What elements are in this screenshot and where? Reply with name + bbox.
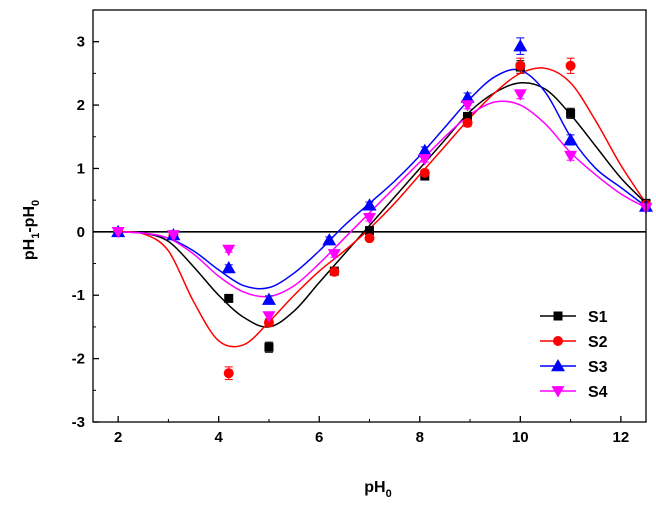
legend-item-s1: S1 [540,309,608,326]
y-tick-label: 0 [77,224,85,241]
point-s4 [363,213,376,225]
point-s2 [364,233,375,244]
point-s2 [419,167,430,178]
curve-s2 [118,67,647,348]
point-s2 [223,368,234,379]
point-s3 [221,260,236,274]
legend-item-s2: S2 [540,334,608,351]
y-axis-label-part2: -pH [21,206,38,233]
point-s3 [563,132,578,146]
y-tick-label: 3 [77,34,85,51]
y-axis-label-sub2: 0 [30,200,42,206]
point-s3 [460,90,475,103]
legend-label-s2: S2 [588,334,608,351]
point-s4 [461,100,475,112]
legend-marker-s3 [551,359,565,372]
legend-label-s1: S1 [588,309,608,326]
curve-s4 [118,100,647,298]
legend-item-s3: S3 [540,359,608,376]
x-axis-label-sub: 0 [386,488,392,500]
point-s1 [224,293,234,303]
x-tick-label: 6 [315,429,323,446]
legend-label-s4: S4 [588,384,608,401]
point-s3 [362,198,377,211]
x-tick-label: 12 [613,429,630,446]
y-axis-label: pH1-pH0 [21,200,42,260]
x-tick-label: 10 [512,429,529,446]
point-s3 [417,143,432,156]
point-s2 [515,60,526,71]
point-s4 [564,150,578,163]
x-axis-label: pH0 [364,479,391,500]
point-s3 [513,39,528,52]
x-tick-label: 4 [215,429,224,446]
point-s4 [111,226,125,239]
legend-marker-s4 [551,386,565,398]
point-s3 [261,292,276,305]
x-axis-label-main: pH [364,479,385,496]
curve-s1 [118,82,647,328]
point-s1 [463,111,473,121]
point-s1 [365,226,374,236]
point-s4 [418,154,432,166]
x-tick-label: 8 [416,429,424,446]
point-s1 [264,342,274,352]
legend-label-s3: S3 [588,359,608,376]
point-s4 [222,244,236,257]
legend-marker-s2 [553,336,563,346]
y-axis-label-part1: pH [21,239,38,260]
y-tick-label: -1 [72,287,85,304]
point-s1 [566,108,576,118]
y-tick-label: 2 [77,97,85,114]
y-tick-label: 1 [77,160,85,177]
y-axis-label-sub1: 1 [30,233,42,239]
y-tick-label: -3 [72,414,85,431]
legend-item-s4: S4 [540,384,608,401]
point-s4 [327,249,341,261]
legend: S1 S2 S3 S4 [540,309,608,401]
point-s3 [322,233,337,246]
x-tick-label: 2 [114,429,122,446]
point-s2 [565,60,576,71]
point-s2 [329,266,340,277]
legend-marker-s1 [553,311,563,321]
curve-s3 [118,68,647,290]
y-tick-label: -2 [72,351,85,368]
point-s4 [262,311,276,323]
point-s4 [166,230,180,242]
point-s2 [462,117,473,128]
point-s4 [513,89,527,101]
